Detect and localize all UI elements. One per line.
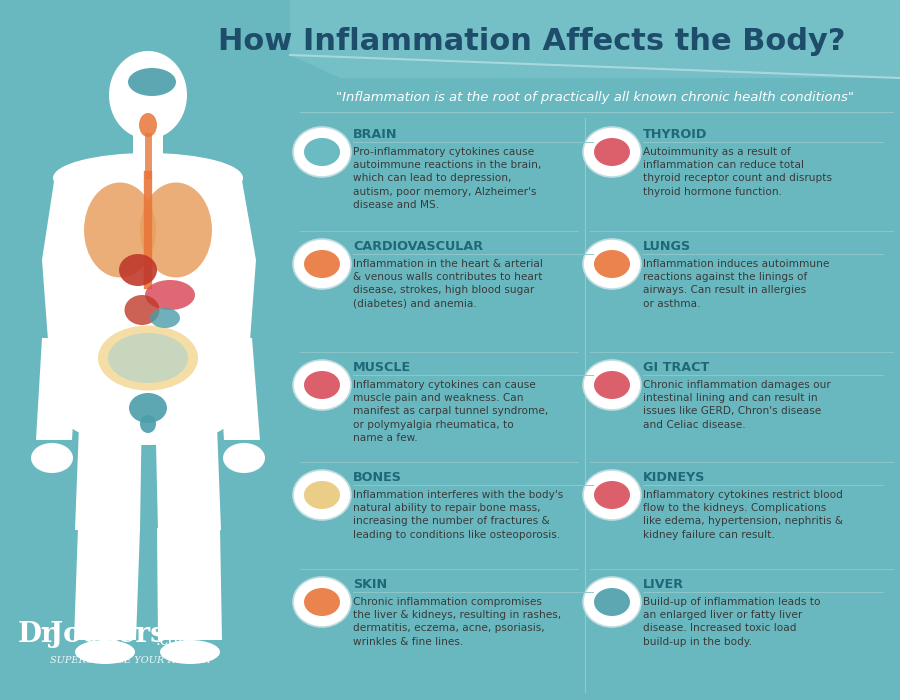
Ellipse shape bbox=[304, 481, 340, 509]
Text: Build-up of inflammation leads to
an enlarged liver or fatty liver
disease. Incr: Build-up of inflammation leads to an enl… bbox=[643, 597, 821, 647]
Text: How Inflammation Affects the Body?: How Inflammation Affects the Body? bbox=[218, 27, 845, 57]
Ellipse shape bbox=[139, 113, 157, 137]
Ellipse shape bbox=[108, 333, 188, 383]
Ellipse shape bbox=[140, 183, 212, 277]
Ellipse shape bbox=[293, 239, 351, 289]
Ellipse shape bbox=[583, 577, 641, 627]
Ellipse shape bbox=[160, 640, 220, 664]
Ellipse shape bbox=[594, 371, 630, 399]
Text: Inflammatory cytokines restrict blood
flow to the kidneys. Complications
like ed: Inflammatory cytokines restrict blood fl… bbox=[643, 490, 843, 540]
Ellipse shape bbox=[293, 360, 351, 410]
Polygon shape bbox=[42, 175, 90, 340]
Text: Dr: Dr bbox=[18, 621, 57, 648]
Ellipse shape bbox=[63, 385, 233, 445]
Ellipse shape bbox=[583, 127, 641, 177]
Ellipse shape bbox=[293, 577, 351, 627]
Ellipse shape bbox=[304, 250, 340, 278]
Polygon shape bbox=[218, 338, 260, 440]
Text: LUNGS: LUNGS bbox=[643, 240, 691, 253]
Polygon shape bbox=[155, 400, 221, 530]
Text: .com: .com bbox=[156, 634, 193, 648]
Text: Inflammation induces autoimmune
reactions against the linings of
airways. Can re: Inflammation induces autoimmune reaction… bbox=[643, 259, 830, 309]
Ellipse shape bbox=[594, 481, 630, 509]
Ellipse shape bbox=[583, 360, 641, 410]
Ellipse shape bbox=[304, 588, 340, 616]
Polygon shape bbox=[36, 338, 78, 440]
Ellipse shape bbox=[583, 470, 641, 520]
Ellipse shape bbox=[53, 153, 243, 203]
Text: Autoimmunity as a result of
inflammation can reduce total
thyroid receptor count: Autoimmunity as a result of inflammation… bbox=[643, 147, 832, 197]
Ellipse shape bbox=[223, 443, 265, 473]
Ellipse shape bbox=[594, 588, 630, 616]
Polygon shape bbox=[290, 0, 900, 78]
Ellipse shape bbox=[150, 308, 180, 328]
Ellipse shape bbox=[75, 640, 135, 664]
Text: Inflammatory cytokines can cause
muscle pain and weakness. Can
manifest as carpa: Inflammatory cytokines can cause muscle … bbox=[353, 380, 548, 443]
Polygon shape bbox=[75, 400, 142, 530]
Ellipse shape bbox=[98, 326, 198, 391]
Text: "Inflammation is at the root of practically all known chronic health conditions": "Inflammation is at the root of practica… bbox=[336, 92, 854, 104]
Ellipse shape bbox=[583, 239, 641, 289]
Text: KIDNEYS: KIDNEYS bbox=[643, 471, 706, 484]
Ellipse shape bbox=[128, 68, 176, 96]
Text: CARDIOVASCULAR: CARDIOVASCULAR bbox=[353, 240, 483, 253]
Text: Chronic inflammation damages our
intestinal lining and can result in
issues like: Chronic inflammation damages our intesti… bbox=[643, 380, 831, 430]
Text: LIVER: LIVER bbox=[643, 578, 684, 591]
Text: Pro-inflammatory cytokines cause
autoimmune reactions in the brain,
which can le: Pro-inflammatory cytokines cause autoimm… bbox=[353, 147, 541, 210]
Ellipse shape bbox=[293, 127, 351, 177]
Ellipse shape bbox=[31, 443, 73, 473]
Text: MUSCLE: MUSCLE bbox=[353, 361, 411, 374]
Polygon shape bbox=[157, 528, 222, 640]
Text: THYROID: THYROID bbox=[643, 128, 707, 141]
Text: GI TRACT: GI TRACT bbox=[643, 361, 709, 374]
Polygon shape bbox=[208, 175, 256, 340]
Ellipse shape bbox=[109, 51, 187, 139]
Text: Inflammation in the heart & arterial
& venous walls contributes to heart
disease: Inflammation in the heart & arterial & v… bbox=[353, 259, 543, 309]
Text: BRAIN: BRAIN bbox=[353, 128, 398, 141]
Ellipse shape bbox=[594, 138, 630, 166]
Text: Inflammation interferes with the body's
natural ability to repair bone mass,
inc: Inflammation interferes with the body's … bbox=[353, 490, 563, 540]
Ellipse shape bbox=[145, 280, 195, 310]
Ellipse shape bbox=[84, 183, 156, 277]
Ellipse shape bbox=[594, 250, 630, 278]
Ellipse shape bbox=[293, 470, 351, 520]
Ellipse shape bbox=[140, 415, 156, 433]
Ellipse shape bbox=[124, 295, 159, 325]
Text: SKIN: SKIN bbox=[353, 578, 387, 591]
Text: BONES: BONES bbox=[353, 471, 402, 484]
Ellipse shape bbox=[119, 254, 157, 286]
Ellipse shape bbox=[304, 138, 340, 166]
Text: SUPERCHARGE YOUR HEALTH: SUPERCHARGE YOUR HEALTH bbox=[50, 656, 211, 665]
Text: Chronic inflammation compromises
the liver & kidneys, resulting in rashes,
derma: Chronic inflammation compromises the liv… bbox=[353, 597, 561, 647]
Polygon shape bbox=[46, 168, 250, 400]
Bar bbox=[133, 132, 163, 164]
Polygon shape bbox=[74, 528, 140, 640]
Text: Jockers: Jockers bbox=[50, 621, 166, 648]
Ellipse shape bbox=[304, 371, 340, 399]
Ellipse shape bbox=[129, 393, 167, 423]
